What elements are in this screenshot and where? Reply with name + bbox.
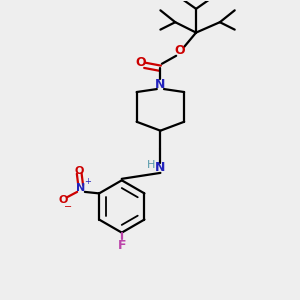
Text: H: H <box>147 160 155 170</box>
Text: O: O <box>174 44 185 57</box>
Text: O: O <box>59 195 68 205</box>
Text: O: O <box>136 56 146 69</box>
Text: F: F <box>118 238 126 252</box>
Text: N: N <box>76 183 85 193</box>
Text: N: N <box>155 161 166 174</box>
Text: +: + <box>84 177 91 186</box>
Text: N: N <box>155 78 166 91</box>
Text: −: − <box>64 202 72 212</box>
Text: O: O <box>74 166 84 176</box>
